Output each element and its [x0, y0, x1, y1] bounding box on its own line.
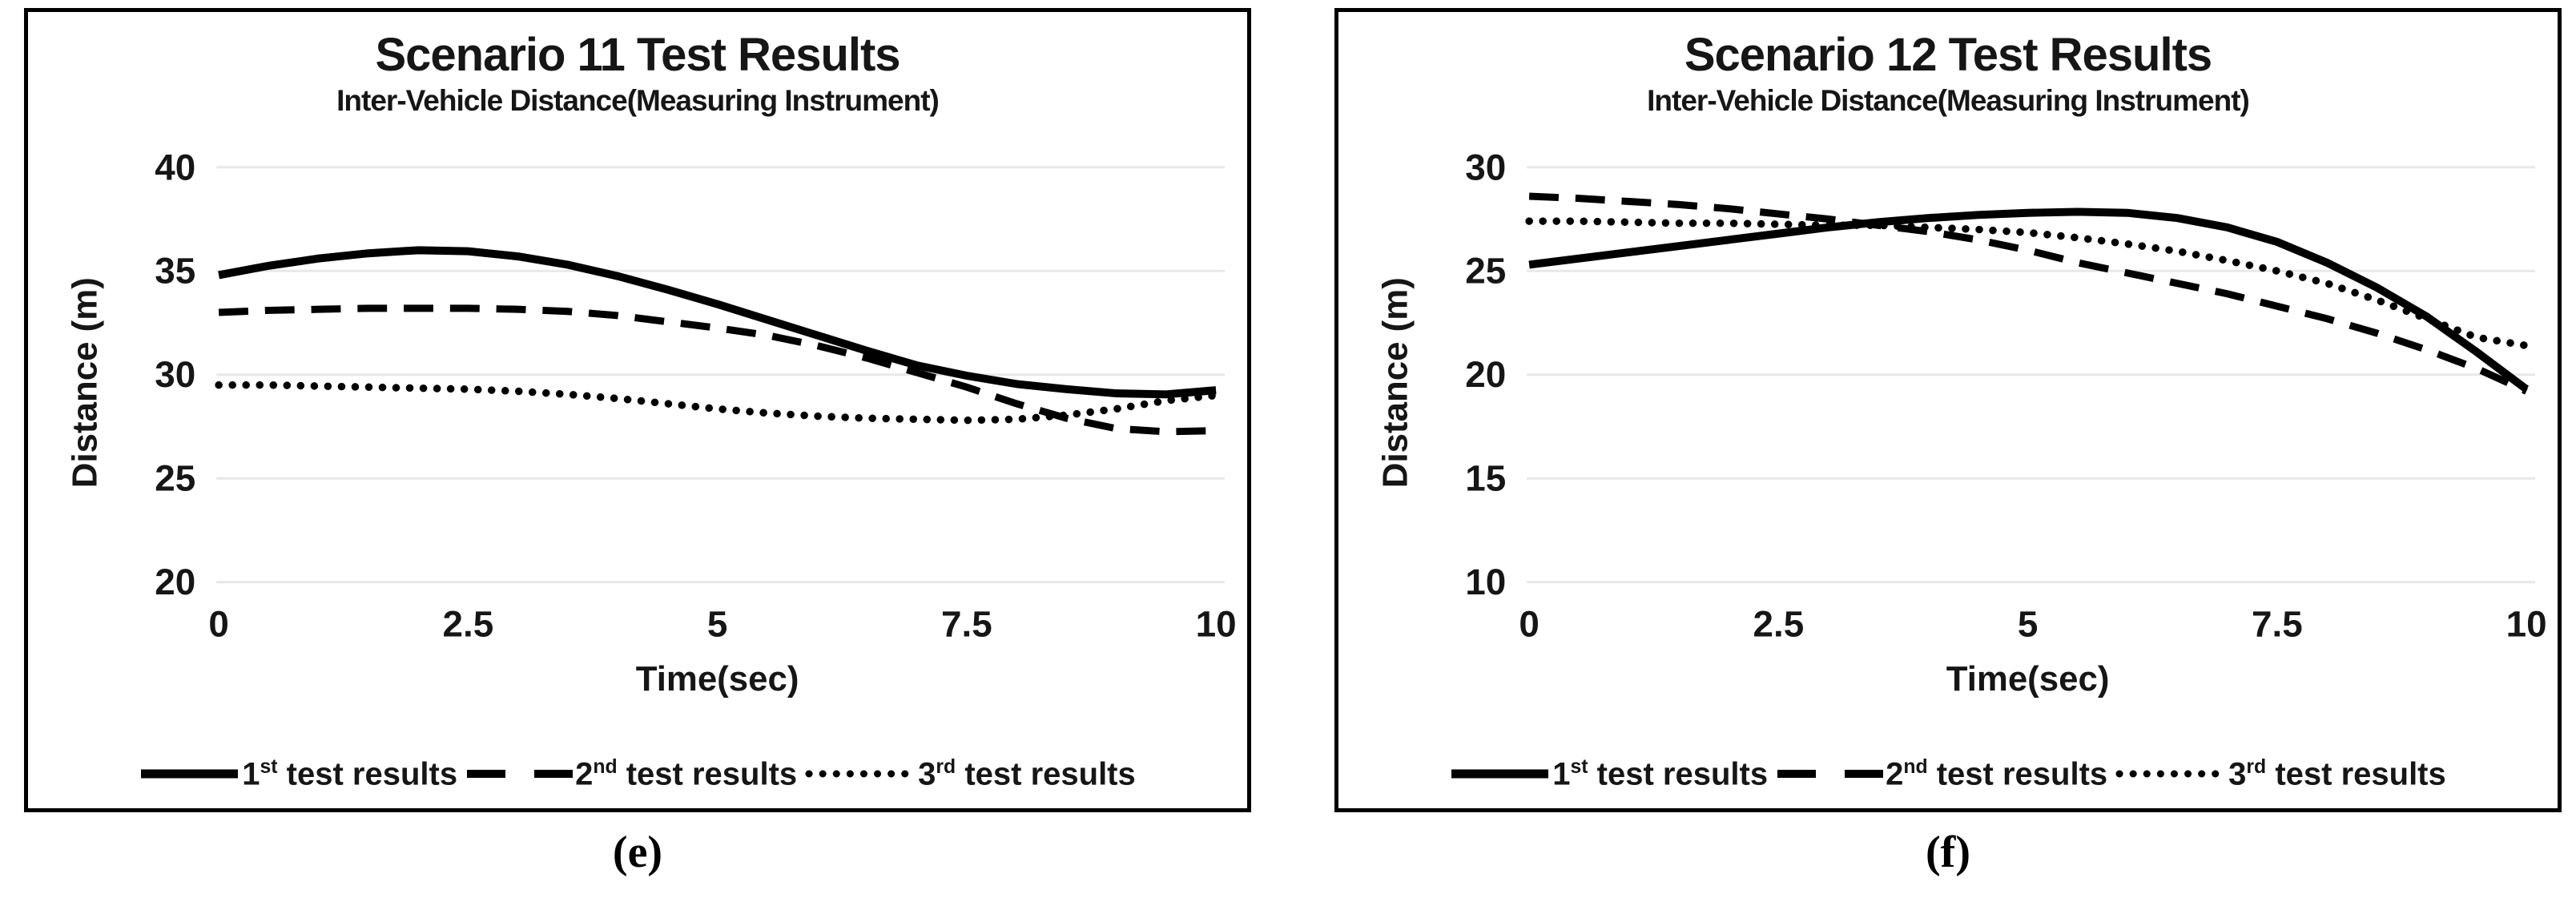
- y-tick-label: 40: [155, 147, 195, 188]
- x-tick-label: 7.5: [941, 604, 992, 645]
- chart-subtitle: Inter-Vehicle Distance(Measuring Instrum…: [336, 83, 940, 117]
- chart-title: Scenario 12 Test Results: [1684, 29, 2212, 81]
- legend-label: 1st test results: [242, 755, 458, 791]
- x-tick-label: 10: [2506, 604, 2546, 645]
- series-line-3rd: [1525, 217, 2530, 350]
- y-axis-label: Distance (m): [1376, 278, 1415, 489]
- x-tick-label: 10: [1196, 604, 1236, 645]
- y-tick-label: 30: [1465, 147, 1506, 188]
- chart-e: Scenario 11 Test Results Inter-Vehicle D…: [24, 8, 1251, 812]
- x-tick-label: 2.5: [1753, 604, 1805, 645]
- y-tick-label: 30: [155, 355, 195, 396]
- legend: 1st test results 2nd test results 3rd te…: [39, 756, 1236, 792]
- chart-panel-e: Scenario 11 Test Results Inter-Vehicle D…: [24, 8, 1251, 878]
- y-tick-label: 20: [1465, 355, 1506, 396]
- legend-marker-dotted-icon: [805, 770, 916, 778]
- plot-area: 30 25 20 15 10 0 2.5 5 7.5 10 Distance (…: [1376, 147, 2546, 699]
- y-axis-label: Distance (m): [66, 278, 105, 489]
- x-axis-label: Time(sec): [636, 659, 799, 699]
- chart-subtitle: Inter-Vehicle Distance(Measuring Instrum…: [1647, 83, 2250, 117]
- legend-item-2nd: 2nd test results: [1776, 756, 2107, 792]
- legend-marker-dotted-icon: [2115, 770, 2227, 778]
- legend-label: 1st test results: [1552, 755, 1769, 791]
- legend-label: 3rd test results: [918, 755, 1136, 791]
- legend-label: 2nd test results: [575, 755, 798, 791]
- series-line-2nd: [1528, 192, 2528, 395]
- y-tick-label: 10: [1465, 562, 1506, 603]
- x-tick-label: 5: [2018, 604, 2038, 645]
- legend-item-1st: 1st test results: [1450, 756, 1768, 792]
- legend-label: 2nd test results: [1886, 755, 2108, 791]
- figure-row: Scenario 11 Test Results Inter-Vehicle D…: [24, 8, 2562, 878]
- legend-item-3rd: 3rd test results: [805, 756, 1136, 792]
- legend: 1st test results 2nd test results 3rd te…: [1350, 756, 2546, 792]
- y-tick-label: 25: [1465, 251, 1506, 292]
- x-tick-label: 2.5: [443, 604, 494, 645]
- plot-area: 40 35 30 25 20 0 2.5 5 7.5 10 Distance (…: [66, 147, 1236, 699]
- legend-marker-solid-icon: [1451, 769, 1549, 779]
- legend-marker-solid-icon: [141, 769, 239, 779]
- series-line-1st: [1528, 207, 2530, 393]
- series-line-2nd: [218, 304, 1217, 436]
- series-line-1st: [218, 246, 1217, 399]
- y-tick-label: 15: [1465, 458, 1506, 499]
- x-tick-label: 0: [208, 604, 228, 645]
- x-tick-label: 7.5: [2252, 604, 2303, 645]
- figure-caption-e: (e): [612, 827, 663, 877]
- legend-marker-dashed-icon: [1777, 770, 1884, 779]
- chart-panel-f: Scenario 12 Test Results Inter-Vehicle D…: [1334, 8, 2562, 878]
- chart-f: Scenario 12 Test Results Inter-Vehicle D…: [1334, 8, 2562, 812]
- y-tick-label: 20: [155, 562, 195, 603]
- figure-caption-f: (f): [1926, 827, 1970, 877]
- legend-item-2nd: 2nd test results: [465, 756, 797, 792]
- y-tick-label: 35: [155, 251, 195, 292]
- series-line-3rd: [215, 381, 1220, 425]
- legend-label: 3rd test results: [2228, 755, 2446, 791]
- legend-item-1st: 1st test results: [139, 756, 457, 792]
- x-axis-label: Time(sec): [1946, 659, 2110, 699]
- legend-item-3rd: 3rd test results: [2115, 756, 2446, 792]
- y-tick-label: 25: [155, 458, 195, 499]
- chart-title: Scenario 11 Test Results: [375, 29, 900, 81]
- x-tick-label: 5: [707, 604, 727, 645]
- x-tick-label: 0: [1519, 604, 1539, 645]
- legend-marker-dashed-icon: [467, 770, 574, 779]
